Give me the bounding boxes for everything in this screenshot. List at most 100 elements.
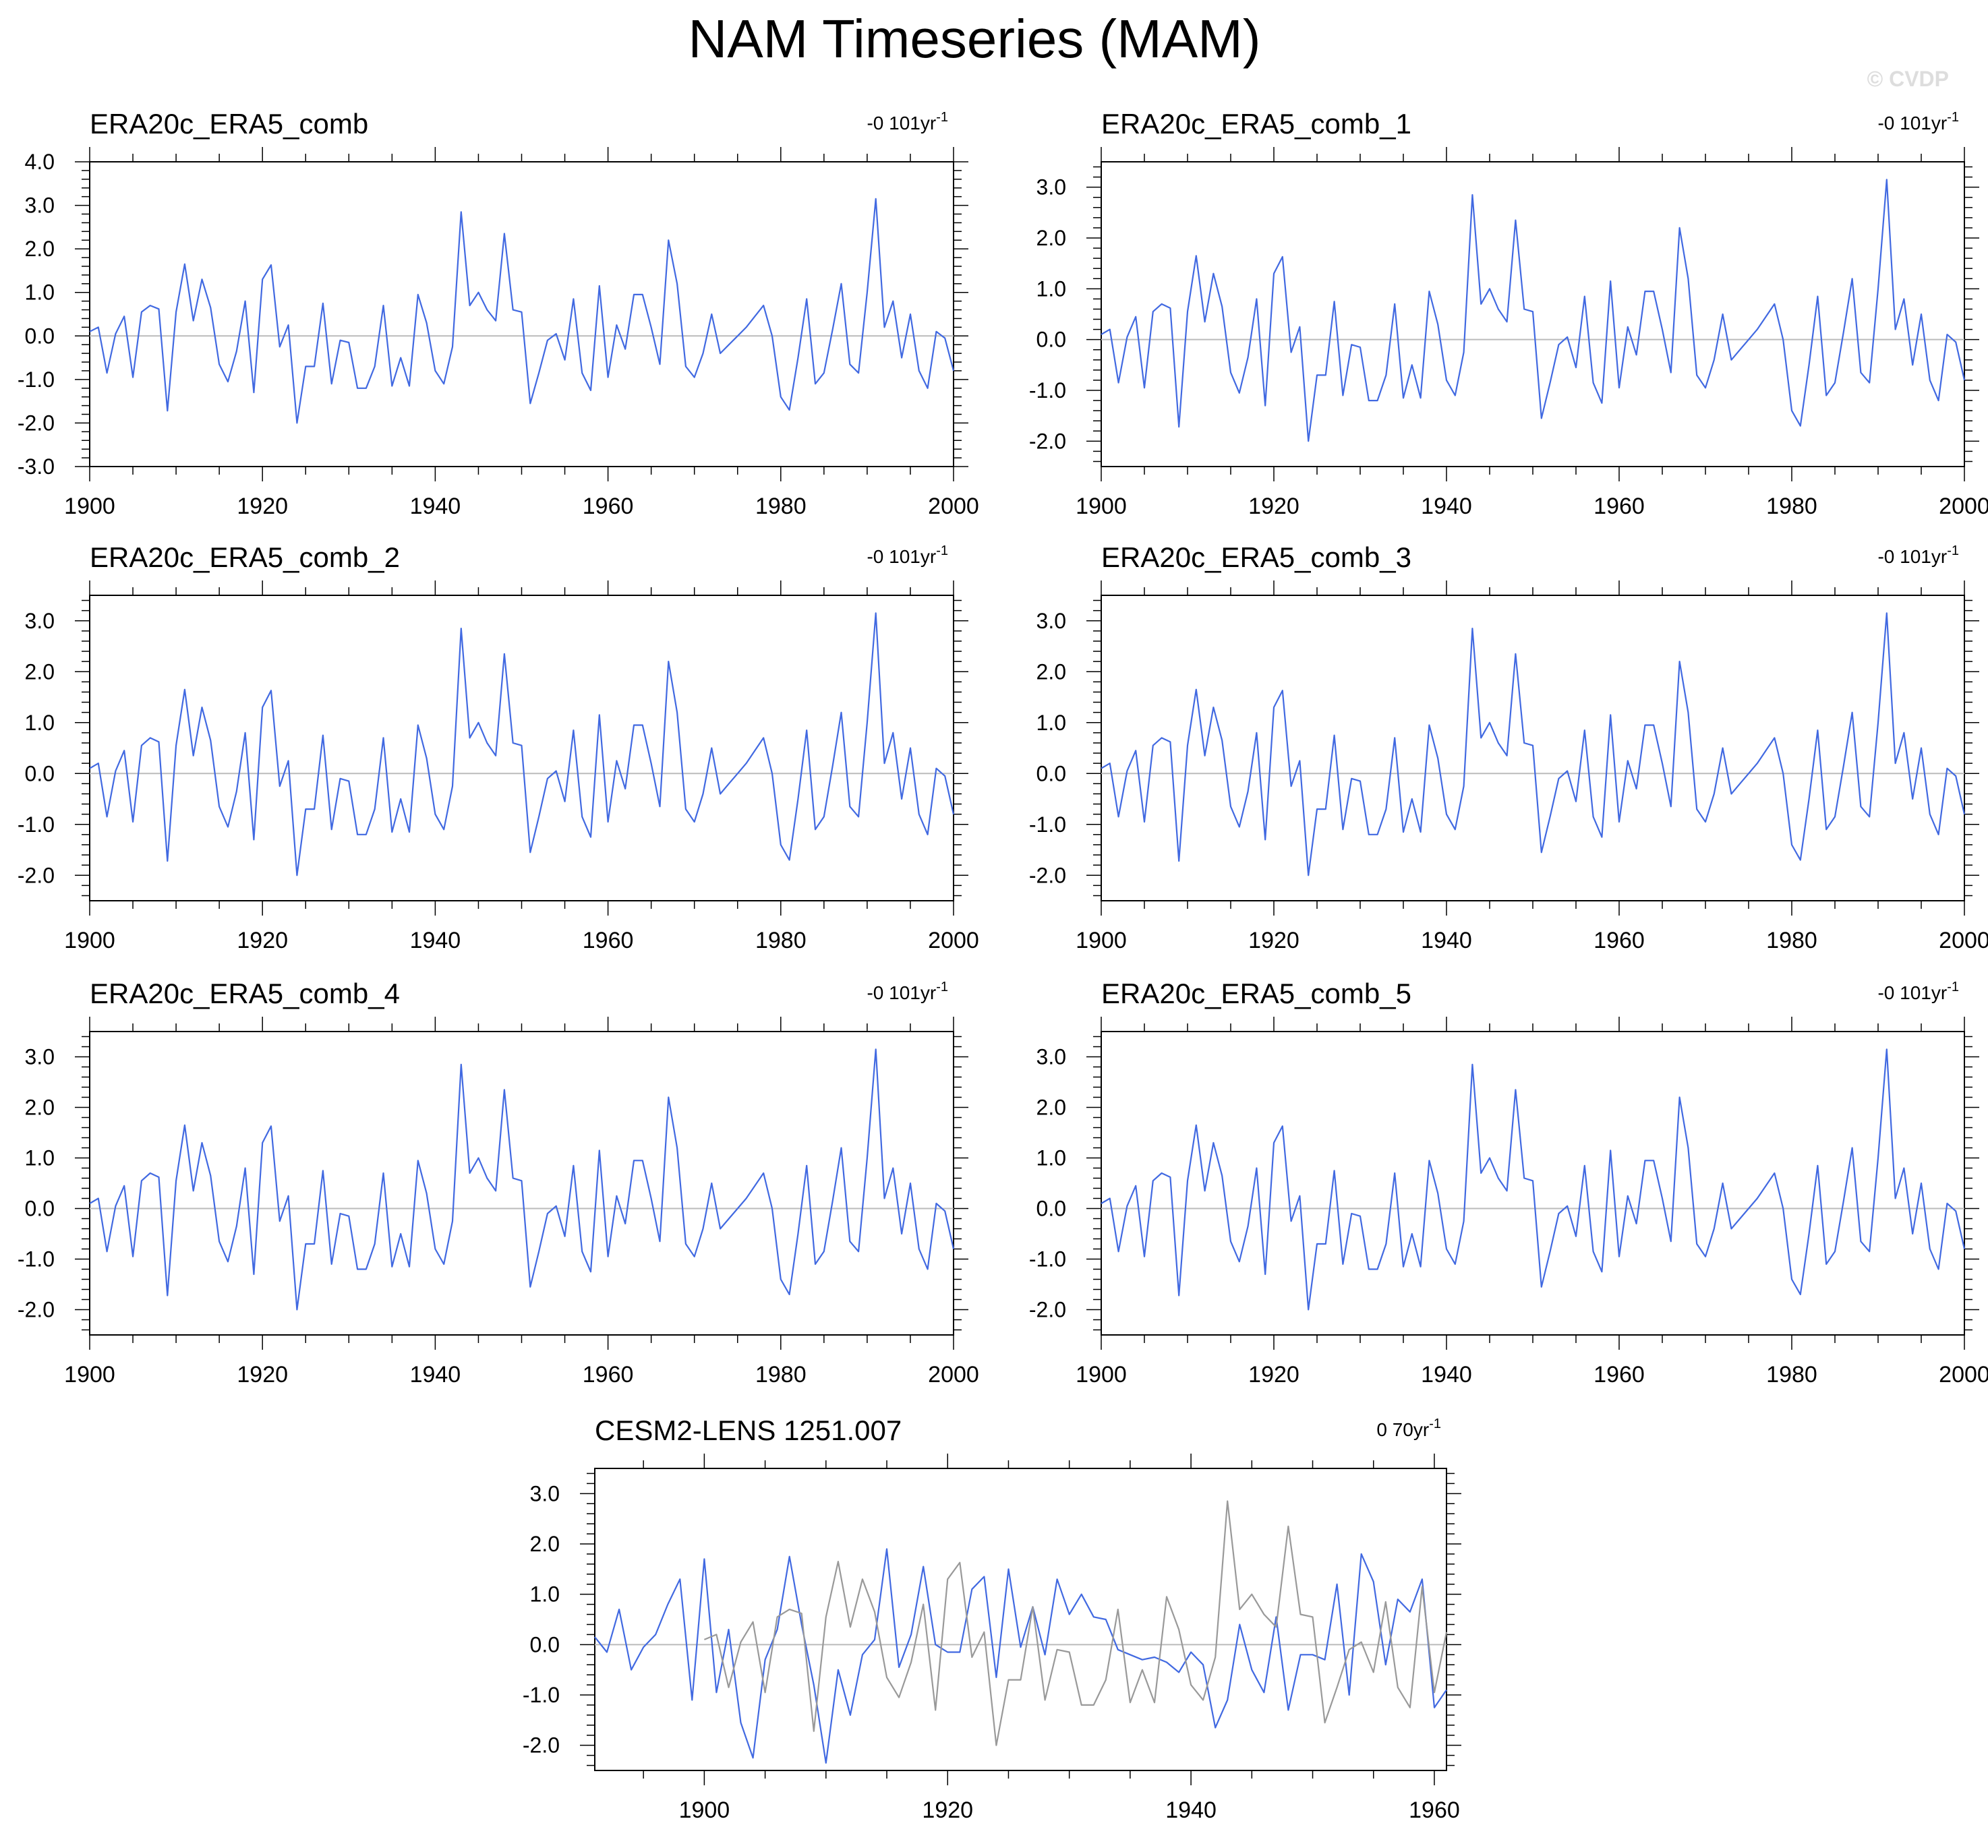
- y-tick-label: 3.0: [1036, 175, 1066, 200]
- x-tick-label: 1980: [755, 1362, 807, 1388]
- chart-panel-7: -2.0 -1.0 0.0 1.0 2.0 3.0 1900 1920 1940 1960 CESM…: [523, 1414, 1461, 1823]
- y-tick-label: 1.0: [1036, 711, 1066, 735]
- x-tick-label: 1940: [1165, 1797, 1217, 1823]
- y-tick-label: -2.0: [1029, 429, 1066, 453]
- panel-title: ERA20c_ERA5_comb_4: [90, 978, 400, 1009]
- x-tick-label: 2000: [928, 1362, 979, 1388]
- y-tick-label: 4.0: [25, 150, 55, 174]
- x-tick-label: 1980: [755, 494, 807, 519]
- y-tick-label: 3.0: [25, 193, 55, 218]
- y-tick-label: 1.0: [25, 711, 55, 735]
- chart-panel-2: -2.0 -1.0 0.0 1.0 2.0 3.0 1900 1920 1940 1960 1980…: [1029, 108, 1988, 519]
- series-line: [1101, 612, 1966, 876]
- trend-label: -0 101yr-1: [1877, 543, 1959, 567]
- x-tick-label: 1920: [237, 1362, 288, 1388]
- y-tick-label: 3.0: [1036, 609, 1066, 633]
- x-tick-label: 1980: [755, 928, 807, 953]
- y-tick-label: 2.0: [25, 659, 55, 684]
- y-tick-label: -1.0: [1029, 1247, 1066, 1272]
- x-tick-label: 1900: [64, 928, 115, 953]
- x-tick-label: 1920: [1248, 1362, 1299, 1388]
- series-line: [1101, 179, 1966, 442]
- y-tick-label: 0.0: [25, 324, 55, 348]
- chart-panel-1: -3.0 -2.0 -1.0 0.0 1.0 2.0 3.0 4.0 1900 1920 1940 1…: [18, 108, 979, 519]
- y-tick-label: -1.0: [523, 1683, 560, 1707]
- x-tick-label: 1980: [1766, 928, 1817, 953]
- x-tick-label: 1980: [1766, 1362, 1817, 1388]
- y-tick-label: 2.0: [1036, 226, 1066, 250]
- y-tick-label: 2.0: [530, 1532, 560, 1556]
- y-tick-label: 1.0: [25, 280, 55, 305]
- panels: -3.0 -2.0 -1.0 0.0 1.0 2.0 3.0 4.0 1900 1920 1940 1…: [18, 108, 1988, 1823]
- x-tick-label: 1920: [237, 928, 288, 953]
- y-tick-label: 3.0: [530, 1481, 560, 1506]
- y-tick-label: 0.0: [530, 1632, 560, 1657]
- y-tick-label: -3.0: [18, 454, 55, 479]
- x-tick-label: 1960: [583, 928, 634, 953]
- series-line: [89, 198, 955, 424]
- y-tick-label: 2.0: [1036, 1096, 1066, 1120]
- series-line: [89, 612, 955, 876]
- x-tick-label: 1900: [64, 1362, 115, 1388]
- x-tick-label: 2000: [928, 928, 979, 953]
- x-tick-label: 1920: [1248, 928, 1299, 953]
- y-tick-label: -2.0: [18, 1298, 55, 1322]
- y-tick-label: -1.0: [1029, 378, 1066, 403]
- chart-panel-3: -2.0 -1.0 0.0 1.0 2.0 3.0 1900 1920 1940 1960 1980…: [18, 541, 979, 953]
- x-tick-label: 1900: [64, 494, 115, 519]
- x-tick-label: 1900: [679, 1797, 730, 1823]
- y-tick-label: 3.0: [25, 609, 55, 633]
- x-tick-label: 1940: [410, 928, 461, 953]
- x-tick-label: 1960: [1594, 928, 1645, 953]
- x-tick-label: 1900: [1076, 494, 1127, 519]
- y-tick-label: -2.0: [1029, 1298, 1066, 1322]
- x-tick-label: 1960: [1594, 1362, 1645, 1388]
- y-tick-label: 1.0: [1036, 276, 1066, 301]
- panel-title: CESM2-LENS 1251.007: [595, 1414, 902, 1446]
- panel-title: ERA20c_ERA5_comb_3: [1101, 541, 1411, 573]
- series-line: [594, 1548, 1447, 1764]
- panel-title: ERA20c_ERA5_comb_1: [1101, 108, 1411, 140]
- x-tick-label: 1900: [1076, 928, 1127, 953]
- x-tick-label: 1920: [237, 494, 288, 519]
- x-tick-label: 2000: [1939, 1362, 1988, 1388]
- y-tick-label: 0.0: [1036, 328, 1066, 352]
- trend-label: -0 101yr-1: [1877, 980, 1959, 1003]
- chart-panel-5: -2.0 -1.0 0.0 1.0 2.0 3.0 1900 1920 1940 1960 1980…: [18, 978, 979, 1388]
- x-tick-label: 1940: [1421, 494, 1472, 519]
- y-tick-label: 3.0: [1036, 1045, 1066, 1069]
- trend-label: -0 101yr-1: [867, 980, 948, 1003]
- series-line: [1101, 1048, 1966, 1311]
- watermark: © CVDP: [1867, 67, 1949, 91]
- x-tick-label: 1960: [1594, 494, 1645, 519]
- y-tick-label: -1.0: [18, 1247, 55, 1272]
- y-tick-label: 0.0: [1036, 761, 1066, 785]
- chart-panel-4: -2.0 -1.0 0.0 1.0 2.0 3.0 1900 1920 1940 1960 1980…: [1029, 541, 1988, 953]
- y-tick-label: 2.0: [25, 1096, 55, 1120]
- y-tick-label: -1.0: [18, 812, 55, 837]
- x-tick-label: 2000: [1939, 494, 1988, 519]
- page-title: NAM Timeseries (MAM): [689, 9, 1261, 69]
- y-tick-label: -2.0: [523, 1733, 560, 1758]
- y-tick-label: 0.0: [25, 1197, 55, 1221]
- x-tick-label: 1920: [922, 1797, 973, 1823]
- y-tick-label: 1.0: [1036, 1146, 1066, 1170]
- observed-series-line: [703, 1500, 1448, 1746]
- x-tick-label: 1980: [1766, 494, 1817, 519]
- x-tick-label: 1960: [583, 1362, 634, 1388]
- y-tick-label: 3.0: [25, 1045, 55, 1069]
- trend-label: -0 101yr-1: [1877, 110, 1959, 133]
- y-tick-label: 2.0: [1036, 659, 1066, 684]
- y-tick-label: -1.0: [18, 367, 55, 392]
- y-tick-label: 2.0: [25, 237, 55, 261]
- panel-title: ERA20c_ERA5_comb_2: [90, 541, 400, 573]
- panel-title: ERA20c_ERA5_comb: [90, 108, 368, 140]
- x-tick-label: 1900: [1076, 1362, 1127, 1388]
- y-tick-label: 1.0: [25, 1146, 55, 1170]
- x-tick-label: 1920: [1248, 494, 1299, 519]
- y-tick-label: -2.0: [1029, 863, 1066, 887]
- y-tick-label: -2.0: [18, 411, 55, 435]
- chart-panel-6: -2.0 -1.0 0.0 1.0 2.0 3.0 1900 1920 1940 1960 1980…: [1029, 978, 1988, 1388]
- x-tick-label: 1940: [1421, 928, 1472, 953]
